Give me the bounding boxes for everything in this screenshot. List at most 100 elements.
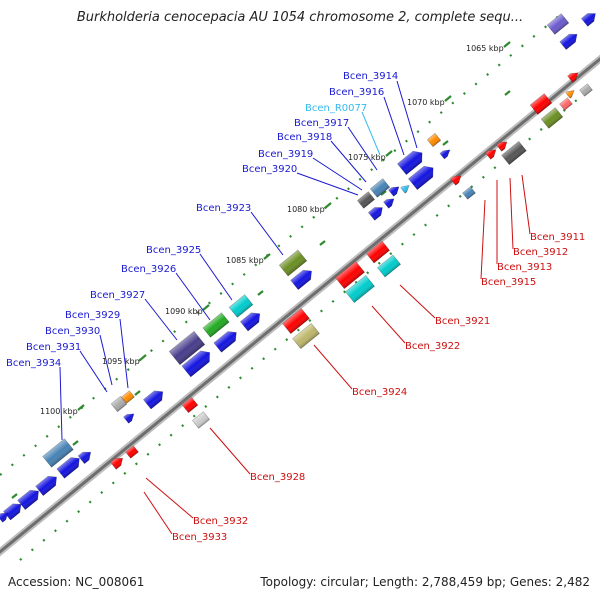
- gene-feature[interactable]: [559, 97, 573, 111]
- gene-feature[interactable]: [377, 254, 401, 278]
- gene-label-bcen-3921[interactable]: Bcen_3921: [435, 316, 490, 327]
- gene-features[interactable]: [0, 10, 599, 523]
- gene-feature[interactable]: [439, 147, 452, 160]
- position-tick-mark: [139, 354, 147, 361]
- gene-label-bcen-3925[interactable]: Bcen_3925: [146, 245, 201, 256]
- connector-bcen-3917: [347, 126, 378, 171]
- gene-label-bcen-3930[interactable]: Bcen_3930: [45, 326, 100, 337]
- gene-label-bcen-3918[interactable]: Bcen_3918: [277, 132, 332, 143]
- gene-feature[interactable]: [110, 455, 126, 470]
- gene-label-bcen-3926[interactable]: Bcen_3926: [121, 264, 176, 275]
- gene-feature[interactable]: [397, 147, 426, 176]
- gene-label-bcen-3924[interactable]: Bcen_3924: [352, 387, 407, 398]
- gene-feature[interactable]: [282, 307, 310, 335]
- gene-label-bcen-3928[interactable]: Bcen_3928: [250, 472, 305, 483]
- gene-feature[interactable]: [77, 448, 94, 465]
- gene-feature[interactable]: [110, 395, 128, 413]
- position-tick-mark: [319, 240, 326, 246]
- gene-feature[interactable]: [450, 173, 464, 186]
- gene-feature[interactable]: [369, 178, 391, 198]
- gene-feature[interactable]: [565, 88, 577, 99]
- connector-bcen-3923: [250, 211, 284, 256]
- gene-feature[interactable]: [426, 132, 442, 148]
- gene-label-bcen-3915[interactable]: Bcen_3915: [481, 277, 536, 288]
- position-ticks: 1065 kbp 1070 kbp 1075 kbp 1080 kbp 1085 kbp…: [11, 41, 511, 499]
- connector-bcen-3920: [296, 172, 359, 196]
- gene-label-bcen-3917[interactable]: Bcen_3917: [294, 118, 349, 129]
- gene-feature[interactable]: [356, 191, 376, 209]
- gene-feature[interactable]: [400, 183, 412, 194]
- gene-feature[interactable]: [290, 266, 316, 291]
- connector-bcen-3924: [313, 344, 353, 390]
- gene-feature[interactable]: [580, 10, 598, 27]
- position-tick-label: 1100 kbp: [40, 407, 78, 416]
- gene-feature[interactable]: [345, 274, 375, 304]
- gene-feature[interactable]: [292, 322, 320, 350]
- connector-bcen-3933: [143, 491, 173, 535]
- gene-feature[interactable]: [462, 186, 476, 200]
- gene-label-bcen-3934[interactable]: Bcen_3934: [6, 358, 61, 369]
- gene-feature[interactable]: [3, 500, 25, 521]
- gene-label-bcen-3919[interactable]: Bcen_3919: [258, 149, 313, 160]
- gene-label-bcen-3916[interactable]: Bcen_3916: [329, 87, 384, 98]
- gene-feature[interactable]: [383, 196, 397, 209]
- position-tick-mark: [503, 41, 511, 48]
- connector-bcen-3925: [199, 253, 233, 301]
- gene-feature[interactable]: [567, 70, 581, 83]
- gene-feature[interactable]: [559, 30, 580, 50]
- gene-feature[interactable]: [529, 93, 553, 115]
- gene-feature[interactable]: [181, 396, 199, 414]
- position-tick-mark: [380, 190, 387, 196]
- track-guides: [0, 14, 596, 561]
- gene-label-bcen-3932[interactable]: Bcen_3932: [193, 516, 248, 527]
- gene-feature[interactable]: [213, 328, 240, 353]
- gene-feature[interactable]: [501, 140, 527, 166]
- gene-label-bcen-r0077[interactable]: Bcen_R0077: [305, 103, 367, 114]
- gene-label-bcen-3920[interactable]: Bcen_3920: [242, 164, 297, 175]
- gene-label-bcen-3927[interactable]: Bcen_3927: [90, 290, 145, 301]
- gene-label-bcen-3914[interactable]: Bcen_3914: [343, 71, 398, 82]
- gene-feature[interactable]: [388, 184, 402, 197]
- position-tick-mark: [257, 290, 264, 296]
- gene-label-bcen-3913[interactable]: Bcen_3913: [497, 262, 552, 273]
- gene-feature[interactable]: [35, 472, 61, 497]
- gene-feature[interactable]: [0, 510, 10, 523]
- gene-feature[interactable]: [496, 139, 510, 152]
- gene-feature[interactable]: [121, 390, 135, 404]
- gene-feature[interactable]: [228, 294, 254, 318]
- gene-feature[interactable]: [125, 445, 139, 459]
- gene-feature[interactable]: [546, 13, 570, 35]
- gene-feature[interactable]: [367, 204, 385, 221]
- position-tick-mark: [134, 390, 141, 396]
- gene-feature[interactable]: [181, 347, 214, 378]
- gene-label-bcen-3911[interactable]: Bcen_3911: [530, 232, 585, 243]
- gene-label-bcen-3933[interactable]: Bcen_3933: [172, 532, 227, 543]
- gene-feature[interactable]: [579, 83, 593, 97]
- position-tick-label: 1070 kbp: [407, 98, 445, 107]
- gene-label-bcen-3912[interactable]: Bcen_3912: [513, 247, 568, 258]
- gene-feature[interactable]: [408, 162, 437, 191]
- gene-feature[interactable]: [335, 260, 365, 290]
- gene-feature[interactable]: [191, 411, 211, 429]
- connector-bcen-3914: [396, 80, 418, 149]
- connector-bcen-3916: [383, 96, 405, 156]
- gene-label-bcen-3922[interactable]: Bcen_3922: [405, 341, 460, 352]
- gene-label-bcen-3931[interactable]: Bcen_3931: [26, 342, 81, 353]
- gene-label-bcen-3923[interactable]: Bcen_3923: [196, 203, 251, 214]
- gene-feature[interactable]: [168, 330, 206, 366]
- position-tick-mark: [77, 404, 85, 411]
- gene-feature[interactable]: [485, 147, 499, 160]
- gene-feature[interactable]: [42, 438, 74, 468]
- gene-feature[interactable]: [56, 454, 83, 479]
- connector-bcen-3912: [509, 177, 514, 250]
- gene-feature[interactable]: [123, 411, 137, 424]
- gene-feature[interactable]: [540, 107, 564, 129]
- gene-feature[interactable]: [366, 240, 390, 264]
- gene-feature[interactable]: [202, 312, 230, 338]
- gene-label-bcen-3929[interactable]: Bcen_3929: [65, 310, 120, 321]
- gene-feature[interactable]: [278, 249, 308, 277]
- gene-feature[interactable]: [17, 486, 43, 511]
- gene-feature[interactable]: [143, 387, 166, 410]
- gene-feature[interactable]: [240, 309, 263, 332]
